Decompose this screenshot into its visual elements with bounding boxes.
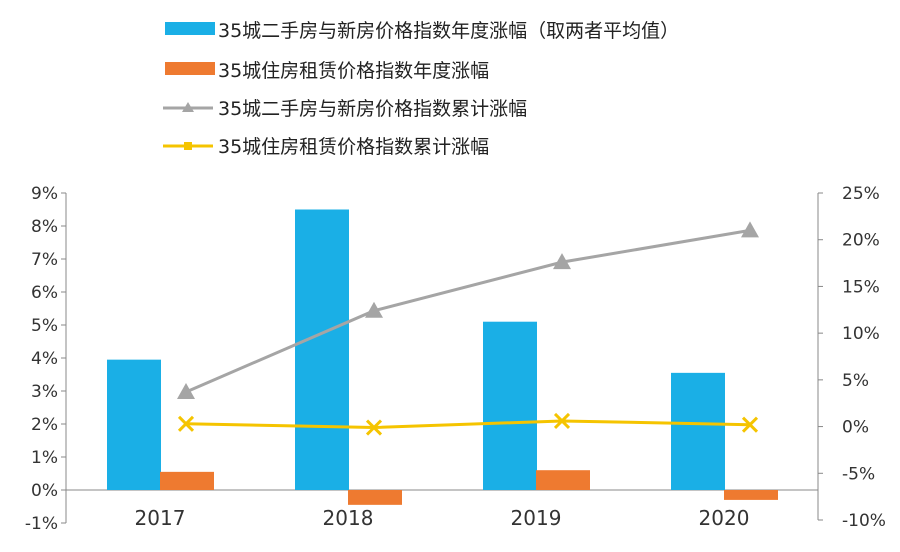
legend-label: 35城二手房与新房价格指数累计涨幅 — [218, 98, 527, 120]
legend-label: 35城住房租赁价格指数累计涨幅 — [218, 136, 489, 158]
plot-area: -1% 0% 1% 2% 3% 4% 5% 6% 7% 8% 9% -10% -5% 0% 5% 10% 15%… — [25, 184, 886, 534]
left-tick-label: 3% — [31, 382, 58, 402]
category-label: 2019 — [511, 506, 562, 530]
left-tick-label: 6% — [31, 283, 58, 303]
x-point-stroke — [741, 416, 759, 433]
left-tick-label: 8% — [31, 217, 58, 237]
line-series-1 — [185, 228, 751, 394]
right-tick-label: 25% — [842, 184, 880, 204]
left-tick-label: 5% — [31, 316, 58, 336]
left-tick-label: 1% — [31, 448, 58, 468]
legend-swatch — [165, 62, 215, 75]
bar-1 — [483, 321, 537, 490]
legend-label: 35城住房租赁价格指数年度涨幅 — [218, 60, 489, 82]
legend-item: 35城住房租赁价格指数累计涨幅 — [163, 136, 489, 158]
legend: 35城二手房与新房价格指数年度涨幅（取两者平均值） 35城住房租赁价格指数年度涨幅… — [163, 20, 679, 158]
legend-marker — [182, 102, 194, 112]
right-tick-label: 20% — [842, 231, 880, 251]
bar-1 — [107, 359, 161, 490]
left-tick-label: 7% — [31, 250, 58, 270]
right-tick-label: 15% — [842, 277, 880, 297]
category-label: 2020 — [699, 506, 750, 530]
category-label: 2017 — [135, 506, 186, 530]
left-tick-label: 0% — [31, 481, 58, 501]
x-point — [365, 419, 383, 436]
bar-1 — [295, 209, 349, 490]
line-series-2 — [185, 419, 751, 430]
bar-2 — [160, 471, 214, 490]
x-point — [553, 412, 571, 430]
category-label: 2018 — [323, 506, 374, 530]
triangle-point — [177, 383, 195, 400]
triangle-point — [365, 301, 383, 318]
x-point — [741, 416, 759, 433]
legend-item: 35城住房租赁价格指数年度涨幅 — [165, 60, 489, 82]
left-tick-label: 4% — [31, 349, 58, 369]
left-tick-label: -1% — [25, 514, 58, 534]
left-tick-label: 2% — [31, 415, 58, 435]
x-point-stroke — [177, 415, 195, 432]
x-point — [177, 415, 195, 432]
triangle-point — [741, 221, 759, 238]
right-tick-label: -5% — [842, 464, 875, 484]
bar-2 — [348, 490, 402, 505]
legend-label: 35城二手房与新房价格指数年度涨幅（取两者平均值） — [218, 20, 679, 42]
triangle-point — [553, 253, 571, 270]
legend-item: 35城二手房与新房价格指数年度涨幅（取两者平均值） — [165, 20, 679, 42]
bar-2 — [536, 470, 590, 490]
bar-1 — [671, 372, 725, 490]
right-tick-label: 10% — [842, 324, 880, 344]
right-tick-label: 0% — [842, 418, 869, 438]
left-tick-label: 9% — [31, 184, 58, 204]
legend-swatch — [165, 22, 215, 35]
x-point-stroke — [553, 412, 571, 430]
right-tick-label: 5% — [842, 371, 869, 391]
right-tick-label: -10% — [842, 511, 886, 531]
legend-marker — [184, 142, 192, 150]
x-point-stroke — [365, 419, 383, 436]
bar-2 — [724, 490, 778, 500]
legend-item: 35城二手房与新房价格指数累计涨幅 — [163, 98, 527, 120]
